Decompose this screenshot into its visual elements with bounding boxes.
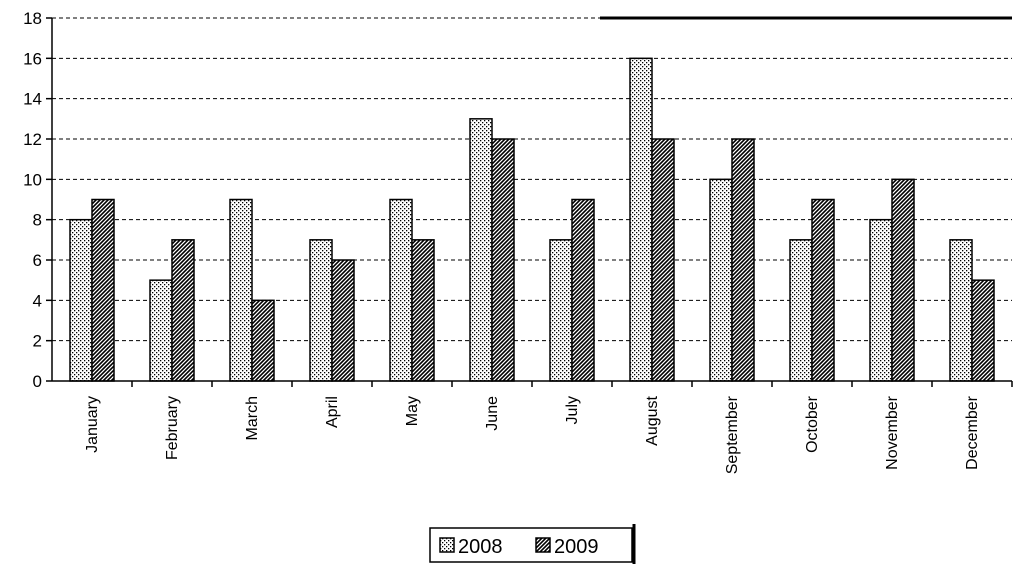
bar-2008-september (709, 178, 733, 382)
bar-2008-june (469, 118, 493, 382)
legend-box (429, 527, 633, 563)
bar-2008-august (629, 57, 653, 382)
axes (46, 16, 1013, 387)
x-category-label: March (244, 396, 261, 440)
bar-2009-september (731, 138, 755, 382)
bar-2009-december (971, 279, 995, 382)
x-category-label: November (884, 395, 901, 469)
bar-2008-april (309, 239, 333, 382)
x-category-label: July (564, 396, 581, 424)
bar-2009-october (811, 198, 835, 382)
y-tick-label: 14 (23, 90, 42, 109)
x-category-label: May (404, 396, 421, 426)
gridlines (52, 17, 1012, 342)
y-tick-label: 12 (23, 130, 42, 149)
bars (69, 57, 995, 382)
bar-2009-june (491, 138, 515, 382)
y-tick-label: 18 (23, 9, 42, 28)
bar-2009-february (171, 239, 195, 382)
y-tick-label: 0 (33, 372, 42, 391)
x-category-label: June (484, 396, 501, 431)
bar-2008-december (949, 239, 973, 382)
y-tick-label: 16 (23, 49, 42, 68)
bar-2009-may (411, 239, 435, 382)
legend: 2008 2009 (429, 524, 636, 564)
legend-swatch-2009 (535, 537, 551, 553)
bar-2009-november (891, 178, 915, 382)
bar-2009-january (91, 198, 115, 382)
legend-swatch-2008 (439, 537, 455, 553)
bar-2009-march (251, 299, 275, 382)
x-category-label: August (644, 395, 661, 445)
bar-2008-may (389, 198, 413, 382)
legend-label-2008: 2008 (458, 536, 503, 558)
x-category-label: September (724, 395, 741, 474)
x-category-label: December (964, 395, 981, 469)
y-tick-label: 10 (23, 170, 42, 189)
bar-2009-april (331, 259, 355, 382)
y-tick-label: 8 (33, 211, 42, 230)
y-tick-label: 2 (33, 332, 42, 351)
x-category-label: February (164, 396, 181, 460)
x-category-label: January (84, 396, 101, 453)
legend-label-2009: 2009 (554, 536, 599, 558)
x-category-label: October (804, 395, 821, 453)
bar-2008-october (789, 239, 813, 382)
y-tick-label: 4 (33, 291, 42, 310)
bar-2008-february (149, 279, 173, 382)
bar-2008-march (229, 198, 253, 382)
bar-2009-august (651, 138, 675, 382)
bar-2008-july (549, 239, 573, 382)
bar-2008-november (869, 218, 893, 382)
axis-labels: 0 2 4 6 8 10 12 14 16 18 January February March April… (23, 9, 981, 474)
bar-2009-july (571, 198, 595, 382)
y-tick-label: 6 (33, 251, 42, 270)
x-category-label: April (324, 396, 341, 428)
bar-2008-january (69, 218, 93, 382)
